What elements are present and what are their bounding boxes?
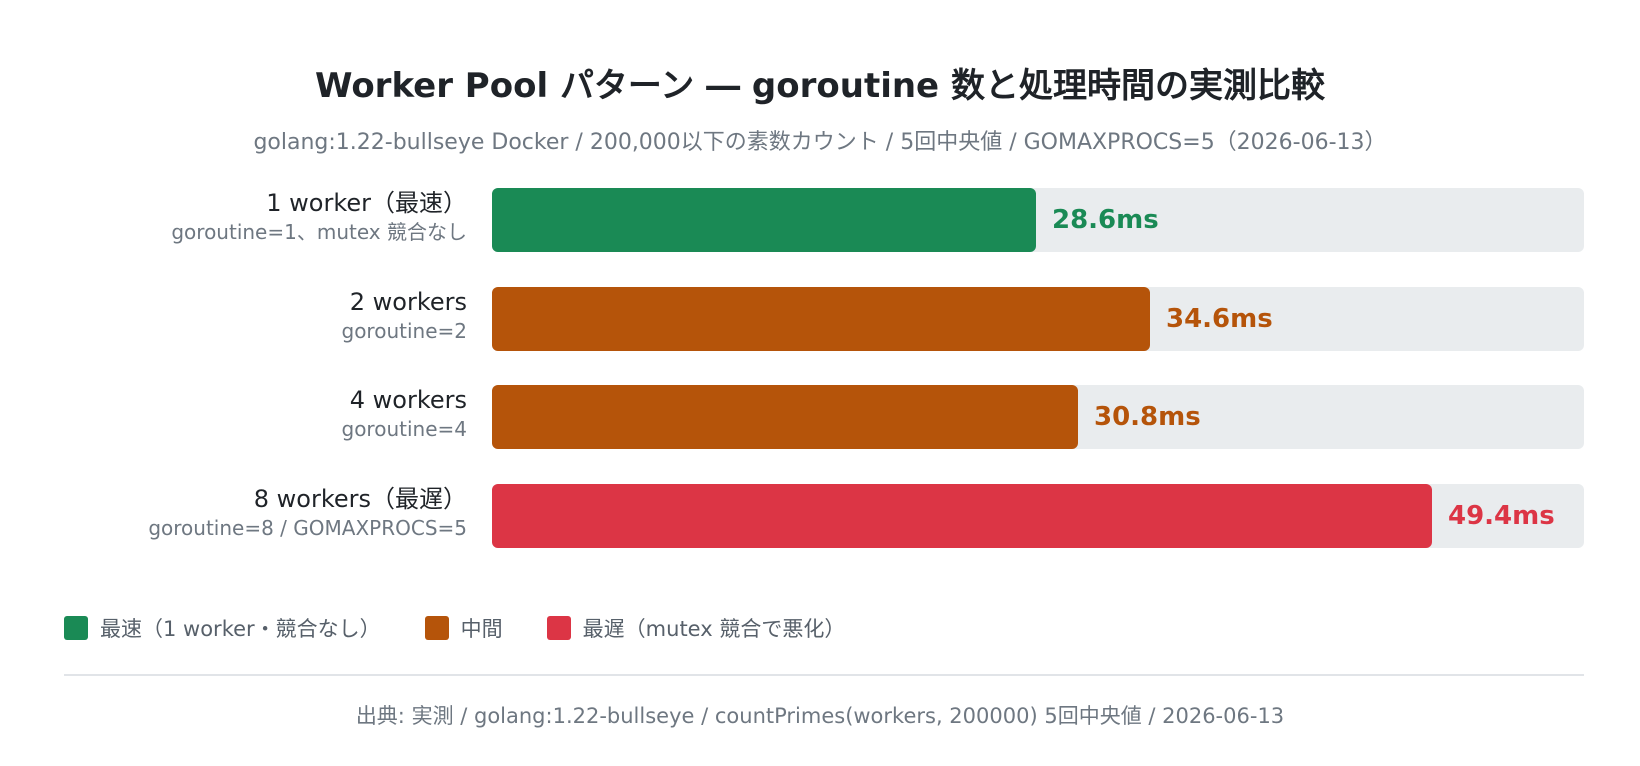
bar-row: 8 workers（最遅） goroutine=8 / GOMAXPROCS=5 4… bbox=[0, 484, 1640, 548]
category-label: 8 workers（最遅） goroutine=8 / GOMAXPROCS=5 bbox=[7, 484, 467, 542]
bar-track: 28.6ms bbox=[492, 188, 1584, 252]
category-sublabel: goroutine=2 bbox=[341, 319, 468, 343]
legend-label: 中間 bbox=[460, 617, 503, 641]
category-name: 2 workers bbox=[349, 288, 467, 316]
bar-value-label: 30.8ms bbox=[1094, 402, 1201, 432]
divider bbox=[64, 674, 1584, 676]
category-name: 1 worker（最速） bbox=[266, 189, 467, 217]
bar-track: 49.4ms bbox=[492, 484, 1584, 548]
source-note: 出典: 実測 / golang:1.22-bullseye / countPri… bbox=[355, 704, 1285, 728]
category-name: 8 workers（最遅） bbox=[253, 485, 467, 513]
category-name: 4 workers bbox=[349, 386, 467, 414]
category-label: 1 worker（最速） goroutine=1、mutex 競合なし bbox=[7, 188, 467, 246]
bar-middle bbox=[492, 287, 1150, 351]
legend: 最速（1 worker・競合なし） 中間 最遅（mutex 競合で悪化） bbox=[64, 614, 889, 642]
bar-value-label: 28.6ms bbox=[1052, 205, 1159, 235]
legend-label: 最速（1 worker・競合なし） bbox=[100, 617, 381, 641]
category-sublabel: goroutine=4 bbox=[341, 417, 468, 441]
bar-row: 1 worker（最速） goroutine=1、mutex 競合なし 28.6ms bbox=[0, 188, 1640, 252]
bar-row: 2 workers goroutine=2 34.6ms bbox=[0, 287, 1640, 351]
bar-track: 34.6ms bbox=[492, 287, 1584, 351]
legend-item-slowest: 最遅（mutex 競合で悪化） bbox=[546, 613, 846, 643]
category-label: 2 workers goroutine=2 bbox=[7, 287, 468, 345]
chart-subtitle: golang:1.22-bullseye Docker / 200,000以下の… bbox=[253, 130, 1387, 155]
legend-swatch bbox=[424, 616, 449, 640]
legend-swatch bbox=[64, 616, 88, 640]
category-sublabel: goroutine=8 / GOMAXPROCS=5 bbox=[148, 516, 467, 540]
legend-label: 最遅（mutex 競合で悪化） bbox=[582, 617, 846, 641]
bar-middle bbox=[492, 385, 1078, 449]
legend-item-middle: 中間 bbox=[424, 613, 503, 643]
bar-slowest bbox=[492, 484, 1432, 548]
bar-track: 30.8ms bbox=[492, 385, 1584, 449]
bar-value-label: 49.4ms bbox=[1448, 501, 1555, 531]
legend-swatch bbox=[546, 616, 571, 640]
bar-value-label: 34.6ms bbox=[1166, 304, 1273, 334]
legend-item-fastest: 最速（1 worker・競合なし） bbox=[64, 613, 381, 643]
category-label: 4 workers goroutine=4 bbox=[7, 385, 468, 443]
chart-title: Worker Pool パターン ― goroutine 数と処理時間の実測比較 bbox=[315, 66, 1325, 106]
category-sublabel: goroutine=1、mutex 競合なし bbox=[171, 220, 467, 244]
bar-fastest bbox=[492, 188, 1036, 252]
bar-row: 4 workers goroutine=4 30.8ms bbox=[0, 385, 1640, 449]
